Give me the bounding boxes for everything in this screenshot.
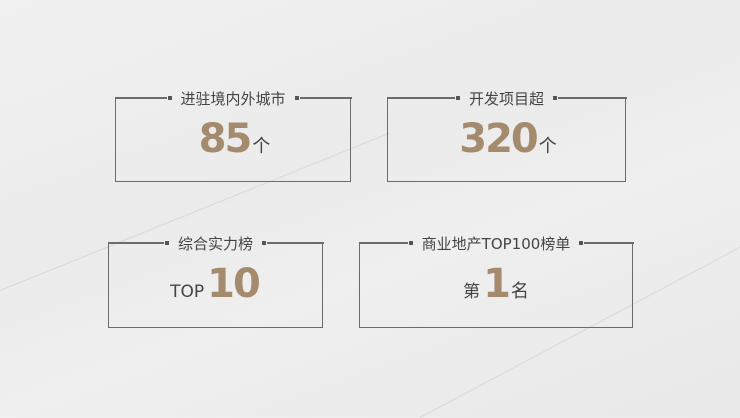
card-value: 1: [483, 261, 511, 307]
dot-icon: [294, 96, 299, 100]
card-unit: 个: [538, 136, 557, 157]
dot-icon: [165, 241, 169, 245]
card-unit: 个: [252, 136, 271, 157]
card-prefix: 第: [463, 282, 481, 302]
card-value: 320: [459, 116, 538, 162]
card-title: 进驻境内外城市: [180, 89, 286, 108]
dot-icon: [579, 241, 584, 245]
stat-card-ranking: 综合实力榜 TOP10: [107, 235, 324, 328]
card-title: 开发项目超: [469, 89, 545, 108]
dot-icon: [456, 96, 460, 100]
dot-icon: [262, 241, 267, 245]
dot-icon: [408, 241, 413, 245]
stat-card-projects: 开发项目超 320 个: [386, 90, 627, 182]
card-value: 10: [207, 261, 261, 307]
dot-icon: [167, 96, 172, 100]
card-title: 综合实力榜: [178, 234, 254, 253]
dot-icon: [553, 96, 558, 100]
card-unit: 名: [510, 281, 529, 302]
card-prefix: TOP: [170, 282, 205, 302]
card-value: 85: [198, 116, 253, 162]
card-title: 商业地产TOP100榜单: [421, 234, 571, 253]
stat-card-commercial: 商业地产TOP100榜单 第1 名: [358, 235, 634, 328]
stat-card-cities: 进驻境内外城市 85 个: [114, 90, 352, 182]
